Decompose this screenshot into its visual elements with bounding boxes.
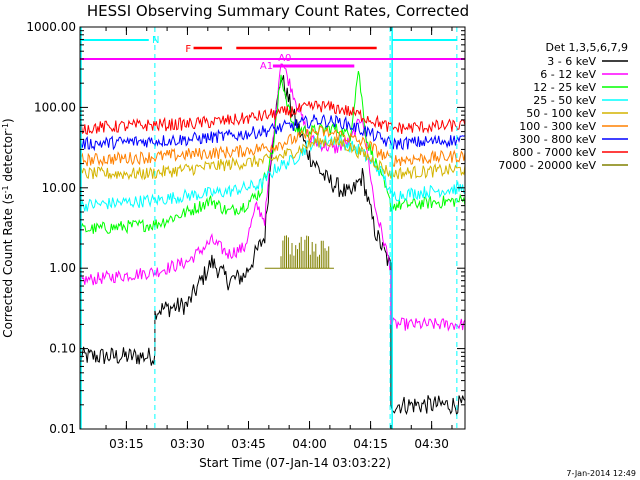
series-line bbox=[79, 113, 466, 152]
chart-title: HESSI Observing Summary Count Rates, Cor… bbox=[87, 2, 469, 20]
x-axis: 03:15 03:30 03:45 04:00 04:15 04:30 bbox=[105, 27, 453, 451]
y-tick-label: 1.00 bbox=[49, 261, 76, 275]
legend-entry-label: 300 - 800 keV bbox=[519, 133, 596, 146]
timestamp: 7-Jan-2014 12:49 bbox=[566, 469, 636, 478]
attenuator-flag-label-2: A0 bbox=[278, 53, 291, 64]
flare-flag-label: F bbox=[185, 44, 191, 55]
flag-group: N F A1 A0 bbox=[80, 27, 465, 429]
legend-entry-label: 800 - 7000 keV bbox=[512, 146, 596, 159]
y-tick-label: 100.00 bbox=[34, 100, 76, 114]
legend-entry-label: 3 - 6 keV bbox=[547, 55, 596, 68]
legend-entry-label: 6 - 12 keV bbox=[540, 68, 596, 81]
x-tick-label: 04:30 bbox=[414, 437, 449, 451]
y-tick-label: 0.01 bbox=[49, 422, 76, 436]
plot-frame bbox=[79, 26, 466, 430]
legend-title: Det 1,3,5,6,7,9 bbox=[545, 41, 628, 54]
series-line bbox=[79, 135, 466, 212]
attenuator-flag-label: A1 bbox=[260, 61, 273, 72]
series-line bbox=[79, 70, 466, 235]
y-tick-label: 0.10 bbox=[49, 342, 76, 356]
legend-entry-label: 12 - 25 keV bbox=[533, 81, 596, 94]
y-axis: 0.01 0.10 1.00 10.00 100.00 1000.00 bbox=[26, 20, 465, 436]
series-line bbox=[79, 63, 466, 332]
x-tick-label: 03:45 bbox=[231, 437, 266, 451]
series-line bbox=[79, 99, 466, 135]
series-line bbox=[79, 75, 466, 416]
legend-entry-label: 100 - 300 keV bbox=[519, 120, 596, 133]
legend-entry-label: 7000 - 20000 keV bbox=[498, 159, 596, 172]
series-line bbox=[79, 125, 466, 167]
series-group bbox=[79, 63, 466, 416]
x-tick-label: 04:15 bbox=[353, 437, 388, 451]
x-tick-label: 03:30 bbox=[170, 437, 205, 451]
y-axis-label: Corrected Count Rate (s-1 detector-1) bbox=[1, 118, 15, 337]
series-line bbox=[79, 134, 466, 181]
night-flag-label: N bbox=[152, 35, 159, 46]
y-tick-label: 10.00 bbox=[42, 181, 76, 195]
x-axis-label: Start Time (07-Jan-14 03:03:22) bbox=[199, 456, 391, 470]
x-tick-label: 04:00 bbox=[292, 437, 327, 451]
legend-entry-label: 25 - 50 keV bbox=[533, 94, 596, 107]
series-line bbox=[264, 235, 334, 269]
y-tick-label: 1000.00 bbox=[26, 20, 76, 34]
x-tick-label: 03:15 bbox=[109, 437, 144, 451]
legend-entry-label: 50 - 100 keV bbox=[526, 107, 596, 120]
